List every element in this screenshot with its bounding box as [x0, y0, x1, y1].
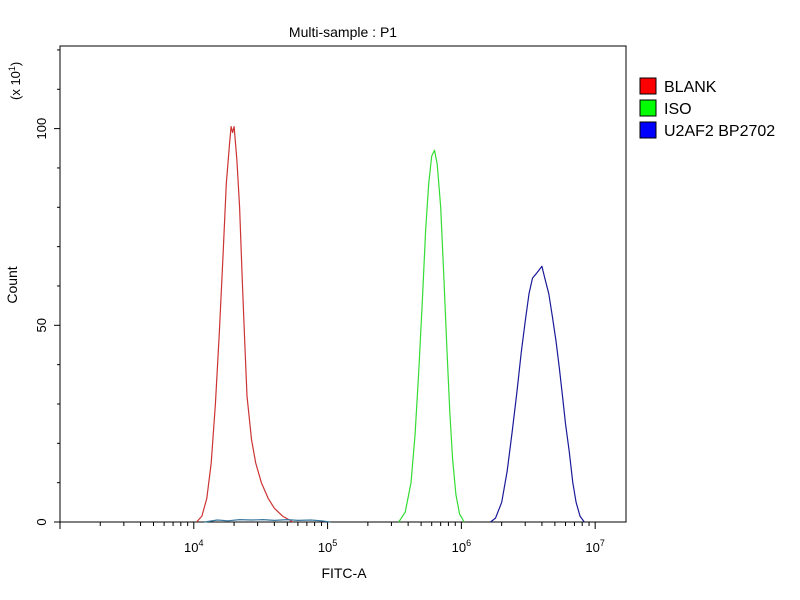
y-tick-label: 100 — [34, 118, 49, 140]
series-line-blank — [196, 126, 294, 523]
legend-swatch — [639, 77, 657, 95]
y-axis: 0 50 100 — [34, 49, 60, 526]
y-axis-multiplier-base: (x 10 — [8, 71, 23, 100]
legend-label: U2AF2 BP2702 — [664, 123, 775, 140]
x-tick-label: 107 — [585, 538, 604, 555]
y-tick-label: 0 — [34, 518, 49, 525]
x-axis: 104 105 106 107 — [59, 522, 605, 555]
x-tick-label: 105 — [318, 538, 337, 555]
legend-swatch — [639, 121, 657, 139]
legend-label: BLANK — [664, 79, 717, 96]
series-line-u2af2-bp2702 — [490, 265, 585, 523]
chart-title: Multi-sample : P1 — [289, 24, 397, 40]
y-axis-multiplier: (x 101) — [7, 62, 23, 100]
legend-label: ISO — [664, 101, 692, 118]
plot-frame — [59, 45, 627, 523]
y-tick-label: 50 — [34, 318, 49, 332]
y-axis-multiplier-exponent: 1 — [7, 66, 17, 71]
x-axis-label: FITC-A — [321, 565, 367, 581]
series-line-iso — [398, 149, 465, 523]
legend: BLANK ISO U2AF2 BP2702 — [639, 77, 775, 140]
x-tick-label: 104 — [184, 538, 203, 555]
x-tick-label: 106 — [452, 538, 471, 555]
y-axis-multiplier-close: ) — [8, 62, 23, 66]
series-line-baseline-3 — [204, 519, 331, 523]
legend-swatch — [639, 99, 657, 117]
histogram-series — [196, 126, 585, 523]
y-axis-label: Count — [4, 266, 20, 303]
